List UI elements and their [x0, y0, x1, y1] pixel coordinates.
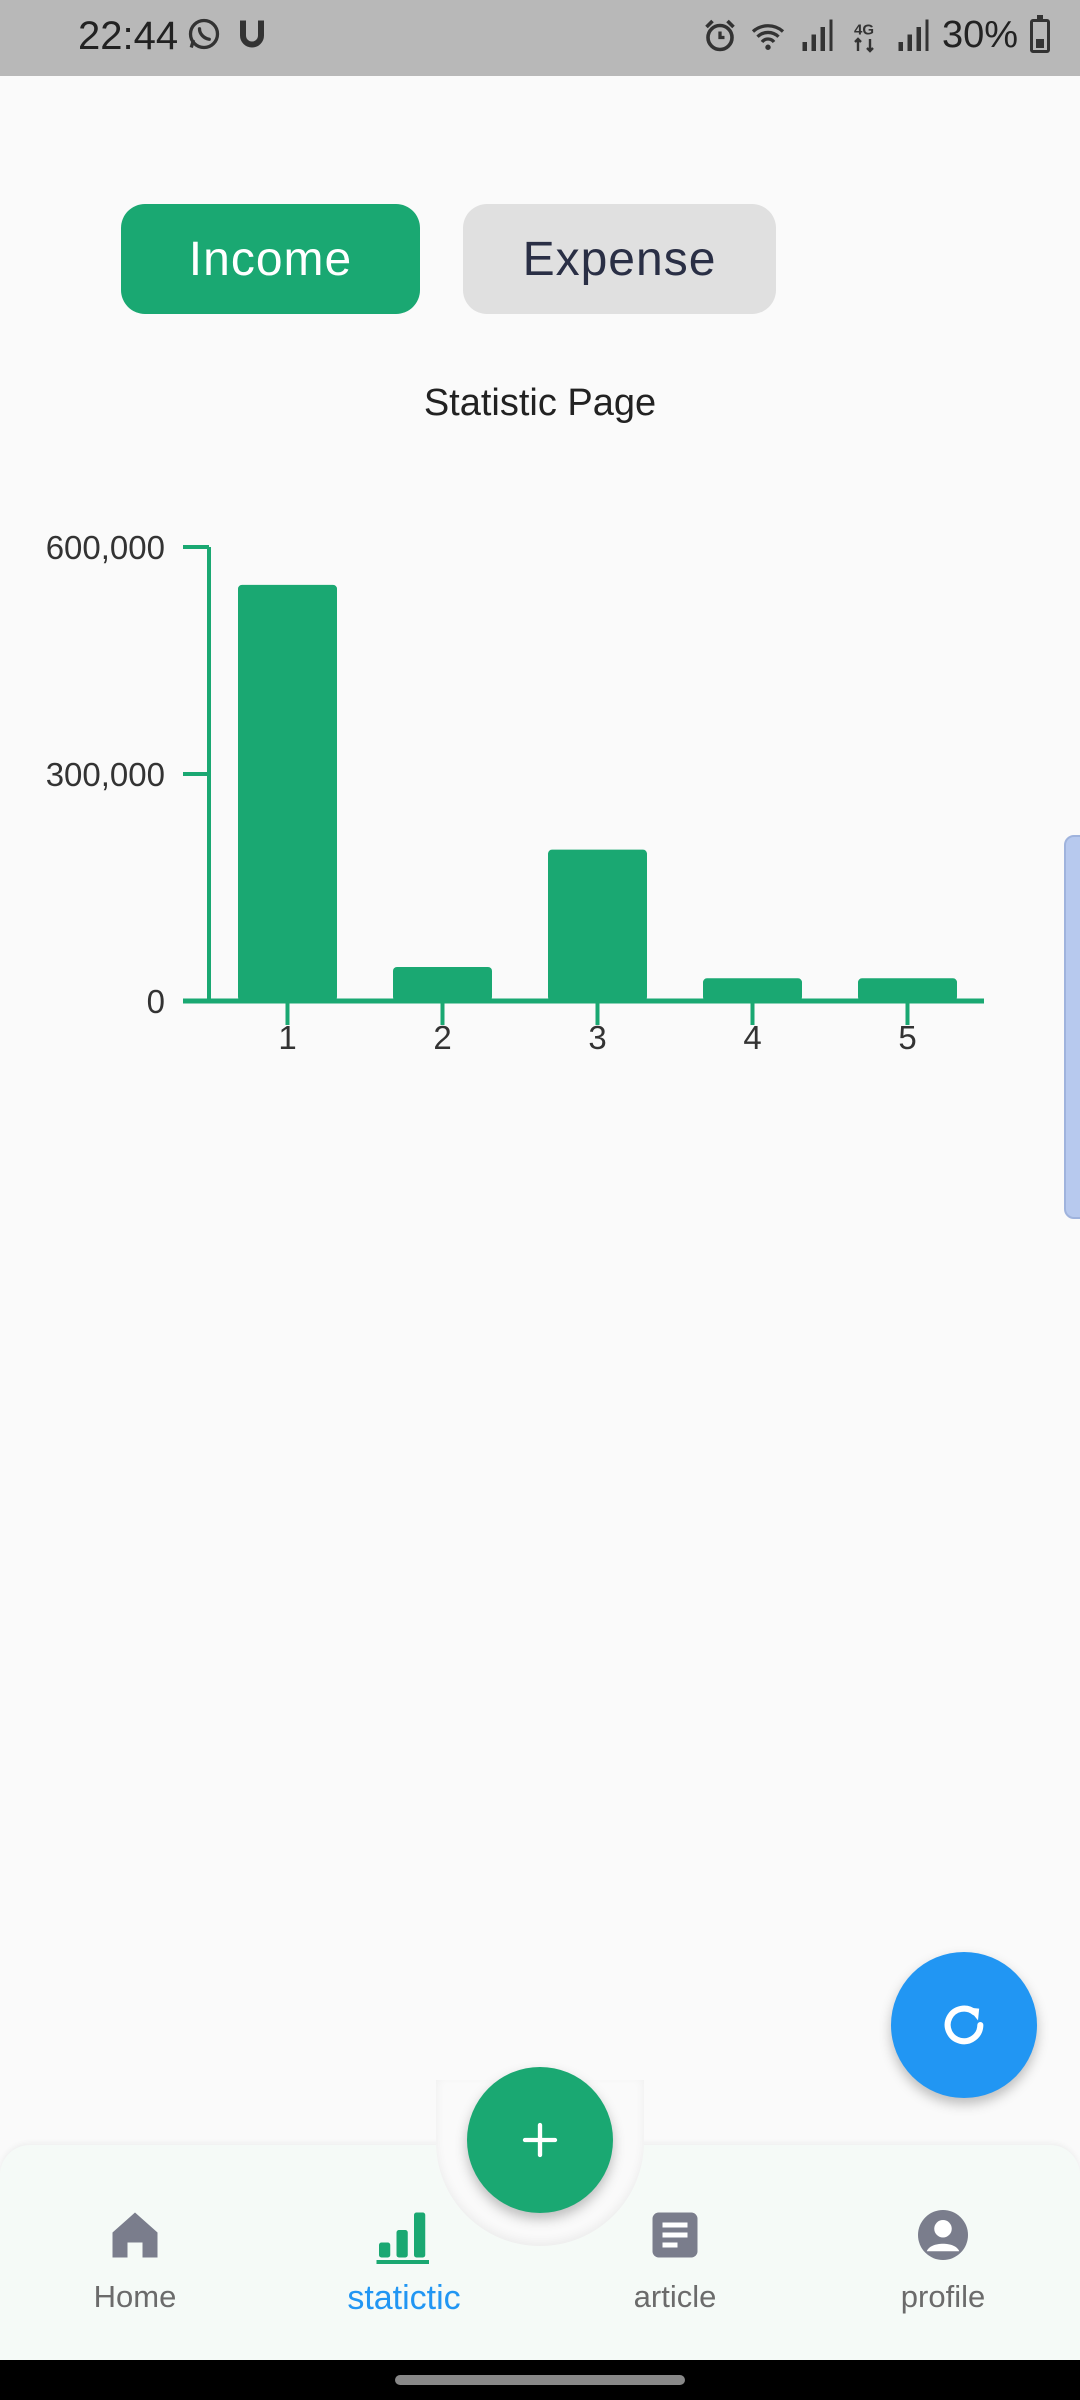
bar-3 — [548, 850, 647, 1001]
income-button[interactable]: Income — [121, 204, 420, 314]
bar-1 — [238, 585, 337, 1001]
expense-button[interactable]: Expense — [463, 204, 776, 314]
nav-label-profile: profile — [843, 2279, 1043, 2315]
nav-item-article[interactable]: article — [575, 2205, 775, 2315]
nav-item-statictic[interactable]: statictic — [304, 2205, 504, 2318]
y-tick-label-1: 300,000 — [46, 756, 165, 793]
wifi-icon — [750, 18, 786, 54]
battery-icon — [1030, 19, 1050, 53]
whatsapp-icon — [186, 16, 222, 52]
svg-text:4G: 4G — [854, 21, 874, 38]
x-tick-label-2: 2 — [433, 1019, 451, 1056]
refresh-icon — [936, 1997, 992, 2053]
refresh-button[interactable] — [891, 1952, 1037, 2098]
page-title: Statistic Page — [0, 382, 1080, 425]
battery-percent: 30% — [942, 14, 1018, 57]
home-icon — [105, 2205, 165, 2265]
alarm-icon — [702, 18, 738, 54]
y-tick-label-2: 600,000 — [46, 529, 165, 566]
gesture-bar — [0, 2360, 1080, 2400]
nav-item-profile[interactable]: profile — [843, 2205, 1043, 2315]
home-gesture-pill[interactable] — [395, 2375, 685, 2385]
bar-chart-icon — [374, 2205, 434, 2265]
x-tick-label-3: 3 — [588, 1019, 606, 1056]
nav-label-home: Home — [35, 2279, 235, 2315]
x-tick-label-4: 4 — [743, 1019, 761, 1056]
nav-item-home[interactable]: Home — [35, 2205, 235, 2315]
add-button[interactable] — [467, 2067, 613, 2213]
bar-5 — [858, 978, 957, 1001]
bar-4 — [703, 978, 802, 1001]
u-icon — [234, 16, 270, 52]
status-bar: 22:44 4G — [0, 0, 1080, 76]
status-right: 4G 30% — [702, 14, 1050, 57]
scroll-handle[interactable] — [1064, 835, 1080, 1219]
bar-chart: 0 300,000 600,000 1 2 3 4 5 — [0, 500, 1080, 1080]
x-tick-label-5: 5 — [898, 1019, 916, 1056]
x-tick-label-1: 1 — [278, 1019, 296, 1056]
profile-icon — [913, 2205, 973, 2265]
bar-2 — [393, 967, 492, 1001]
plus-icon — [520, 2120, 560, 2160]
signal-icon — [798, 18, 834, 54]
status-time: 22:44 — [78, 14, 178, 59]
signal-icon — [894, 18, 930, 54]
y-tick-label-0: 0 — [147, 983, 165, 1020]
nav-label-statictic: statictic — [304, 2279, 504, 2318]
article-icon — [645, 2205, 705, 2265]
nav-label-article: article — [575, 2279, 775, 2315]
4g-icon: 4G — [846, 18, 882, 54]
status-left-icons — [186, 16, 270, 52]
